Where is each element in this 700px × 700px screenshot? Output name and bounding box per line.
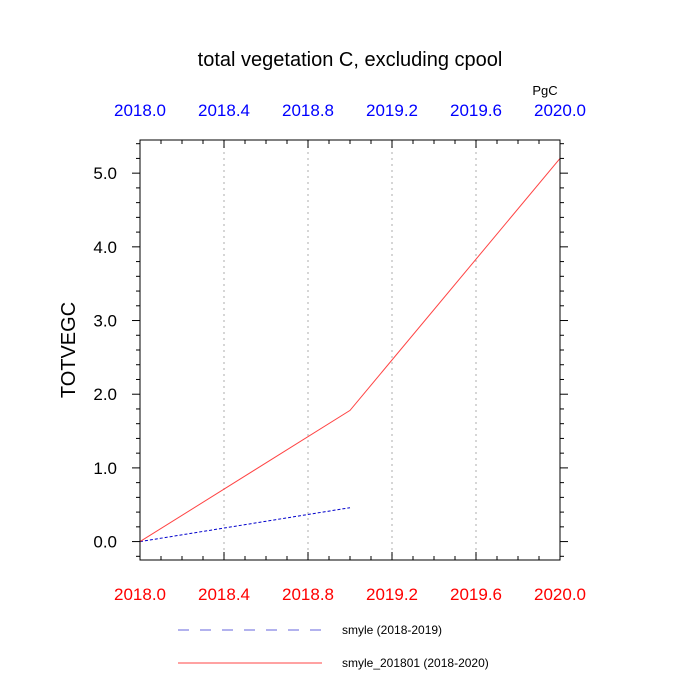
x-tick-label-top: 2018.8 — [282, 101, 334, 120]
x-tick-label-top: 2019.6 — [450, 101, 502, 120]
y-tick-labels: 0.0 1.0 2.0 3.0 4.0 5.0 — [93, 164, 117, 551]
legend: smyle (2018-2019) smyle_201801 (2018-2020… — [178, 623, 489, 670]
series-group — [139, 158, 561, 543]
legend-label: smyle_201801 (2018-2020) — [342, 656, 489, 670]
x-tick-label-top: 2020.0 — [534, 101, 586, 120]
y-tick-label: 1.0 — [93, 459, 117, 478]
x-tick-label-bottom: 2018.8 — [282, 585, 334, 604]
top-x-tick-labels: 2018.0 2018.4 2018.8 2019.2 2019.6 2020.0 — [114, 101, 586, 120]
chart-title: total vegetation C, excluding cpool — [198, 49, 503, 71]
y-axis-label: TOTVEGC — [58, 302, 80, 398]
x-tick-label-top: 2018.4 — [198, 101, 250, 120]
grid-lines — [223, 140, 477, 560]
tick-marks — [132, 140, 568, 560]
y-tick-label: 5.0 — [93, 164, 117, 183]
series-line — [139, 507, 351, 543]
x-tick-label-top: 2019.2 — [366, 101, 418, 120]
series-line — [139, 158, 561, 543]
y-tick-label: 4.0 — [93, 238, 117, 257]
y-tick-label: 0.0 — [93, 533, 117, 552]
x-tick-label-bottom: 2019.6 — [450, 585, 502, 604]
x-tick-label-bottom: 2020.0 — [534, 585, 586, 604]
x-tick-label-bottom: 2018.0 — [114, 585, 166, 604]
x-tick-label-bottom: 2019.2 — [366, 585, 418, 604]
bottom-x-tick-labels: 2018.0 2018.4 2018.8 2019.2 2019.6 2020.0 — [114, 585, 586, 604]
plot-frame — [139, 139, 561, 561]
legend-label: smyle (2018-2019) — [342, 623, 442, 637]
y-tick-label: 3.0 — [93, 312, 117, 331]
y-tick-label: 2.0 — [93, 385, 117, 404]
x-tick-label-bottom: 2018.4 — [198, 585, 250, 604]
units-label: PgC — [532, 83, 557, 98]
x-tick-label-top: 2018.0 — [114, 101, 166, 120]
